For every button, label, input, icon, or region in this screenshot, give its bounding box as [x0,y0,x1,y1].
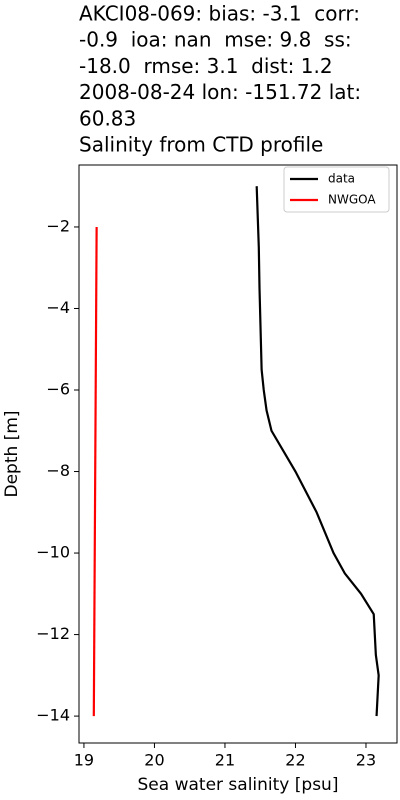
y-tick-label: −10 [36,543,70,562]
y-tick-label: −6 [46,380,70,399]
x-tick-label: 22 [285,751,305,770]
chart-title: Salinity from CTD profile [79,133,323,157]
y-tick-label: −14 [36,706,70,725]
data-line [255,186,380,717]
y-tick-label: −12 [36,624,70,643]
y-tick-label: −2 [46,216,70,235]
legend-label: NWGOA [328,193,376,207]
chart-title: AKCI08-069: bias: -3.1 corr: [79,2,360,26]
x-axis-label: Sea water salinity [psu] [138,775,339,795]
chart-title: 60.83 [79,106,136,130]
x-tick-label: 23 [356,751,376,770]
data-line [92,226,98,717]
chart-title: 2008-08-24 lon: -151.72 lat: [79,80,361,104]
chart-title: -18.0 rmse: 3.1 dist: 1.2 [79,54,333,78]
x-tick-label: 19 [74,751,94,770]
chart-title: -0.9 ioa: nan mse: 9.8 ss: [79,28,352,52]
plot-frame [78,164,398,744]
x-tick-label: 21 [215,751,235,770]
x-tick-label: 20 [144,751,164,770]
y-tick-label: −8 [46,461,70,480]
y-axis-label: Depth [m] [2,410,22,497]
legend-label: data [328,172,355,186]
y-tick-label: −4 [46,298,70,317]
